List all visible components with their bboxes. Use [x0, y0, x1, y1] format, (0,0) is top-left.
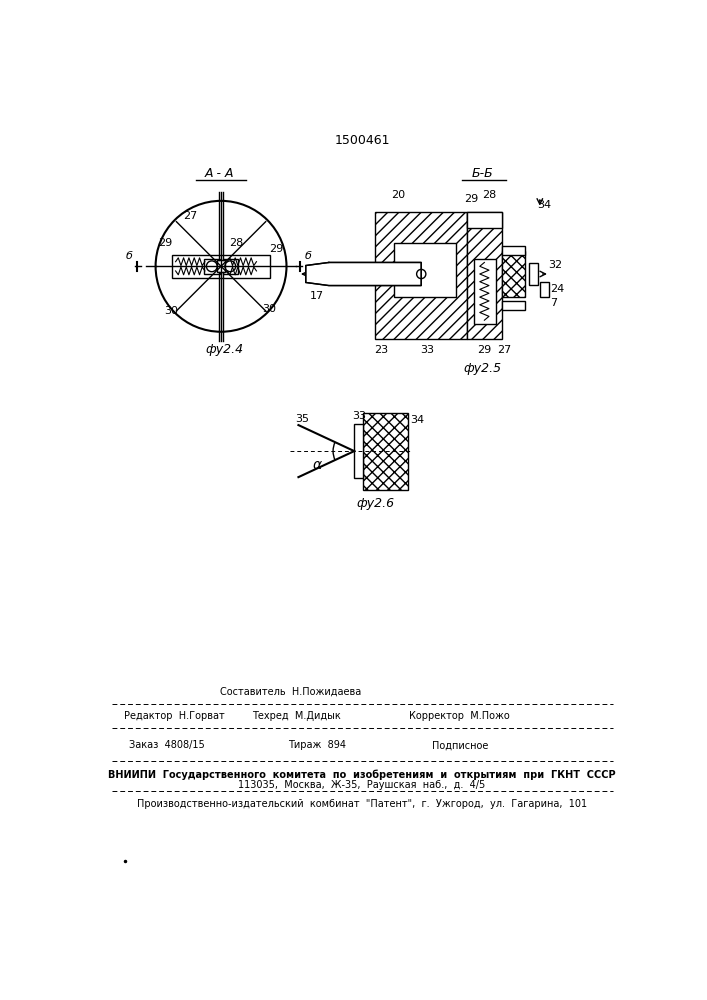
Bar	[354, 424, 363, 478]
Text: 29: 29	[269, 244, 284, 254]
Text: $\alpha$: $\alpha$	[312, 458, 323, 472]
Bar	[467, 212, 502, 339]
Bar	[172, 255, 270, 278]
Text: ВНИИПИ  Государственного  комитета  по  изобретениям  и  открытиям  при  ГКНТ  С: ВНИИПИ Государственного комитета по изоб…	[108, 769, 616, 780]
Polygon shape	[305, 262, 421, 286]
Text: Корректор  М.Пожо: Корректор М.Пожо	[409, 711, 510, 721]
Text: 28: 28	[482, 190, 496, 200]
Bar	[502, 301, 525, 310]
Text: 23: 23	[374, 345, 388, 355]
Text: б: б	[305, 251, 312, 261]
Text: 7: 7	[550, 298, 557, 308]
Bar	[529, 263, 538, 285]
Text: 30: 30	[262, 304, 276, 314]
Text: фу2.6: фу2.6	[356, 497, 394, 510]
Text: 27: 27	[497, 345, 512, 355]
Bar	[474, 259, 496, 324]
Bar	[467, 212, 502, 228]
Bar	[223, 259, 238, 274]
Bar	[540, 282, 549, 297]
Text: Техред  М.Дидык: Техред М.Дидык	[252, 711, 341, 721]
Text: 29: 29	[158, 238, 173, 248]
Text: 30: 30	[164, 306, 178, 316]
Bar	[363, 413, 408, 490]
Text: 35: 35	[296, 414, 309, 424]
Text: 33: 33	[421, 345, 434, 355]
Bar	[502, 246, 525, 255]
Text: 113035,  Москва,  Ж-35,  Раушская  наб.,  д.  4/5: 113035, Москва, Ж-35, Раушская наб., д. …	[238, 780, 486, 790]
Bar	[395, 243, 456, 297]
Text: 1500461: 1500461	[334, 134, 390, 147]
Text: 29: 29	[477, 345, 491, 355]
Text: 33: 33	[352, 411, 366, 421]
Bar	[375, 212, 467, 339]
Text: Составитель  Н.Пожидаева: Составитель Н.Пожидаева	[220, 687, 361, 697]
Text: 20: 20	[391, 190, 405, 200]
Text: 17: 17	[310, 291, 325, 301]
Text: 34: 34	[537, 200, 551, 210]
Text: A - A: A - A	[205, 167, 234, 180]
Bar	[204, 259, 219, 274]
Text: фу2.4: фу2.4	[206, 343, 244, 356]
Text: Редактор  Н.Горват: Редактор Н.Горват	[124, 711, 226, 721]
Text: 32: 32	[548, 260, 562, 270]
Bar	[217, 260, 225, 272]
Text: 27: 27	[183, 211, 197, 221]
Text: Тираж  894: Тираж 894	[288, 740, 346, 750]
Text: 29: 29	[464, 194, 479, 204]
Text: 24: 24	[549, 284, 564, 294]
Text: 34: 34	[410, 415, 424, 425]
Bar	[502, 251, 525, 297]
Text: Б-Б: Б-Б	[472, 167, 493, 180]
Text: Производственно-издательский  комбинат  "Патент",  г.  Ужгород,  ул.  Гагарина, : Производственно-издательский комбинат "П…	[137, 799, 587, 809]
Text: 28: 28	[229, 238, 244, 248]
Text: б: б	[125, 251, 132, 261]
Text: фу2.5: фу2.5	[464, 362, 502, 375]
Text: Подписное: Подписное	[431, 740, 488, 750]
Text: Заказ  4808/15: Заказ 4808/15	[129, 740, 205, 750]
